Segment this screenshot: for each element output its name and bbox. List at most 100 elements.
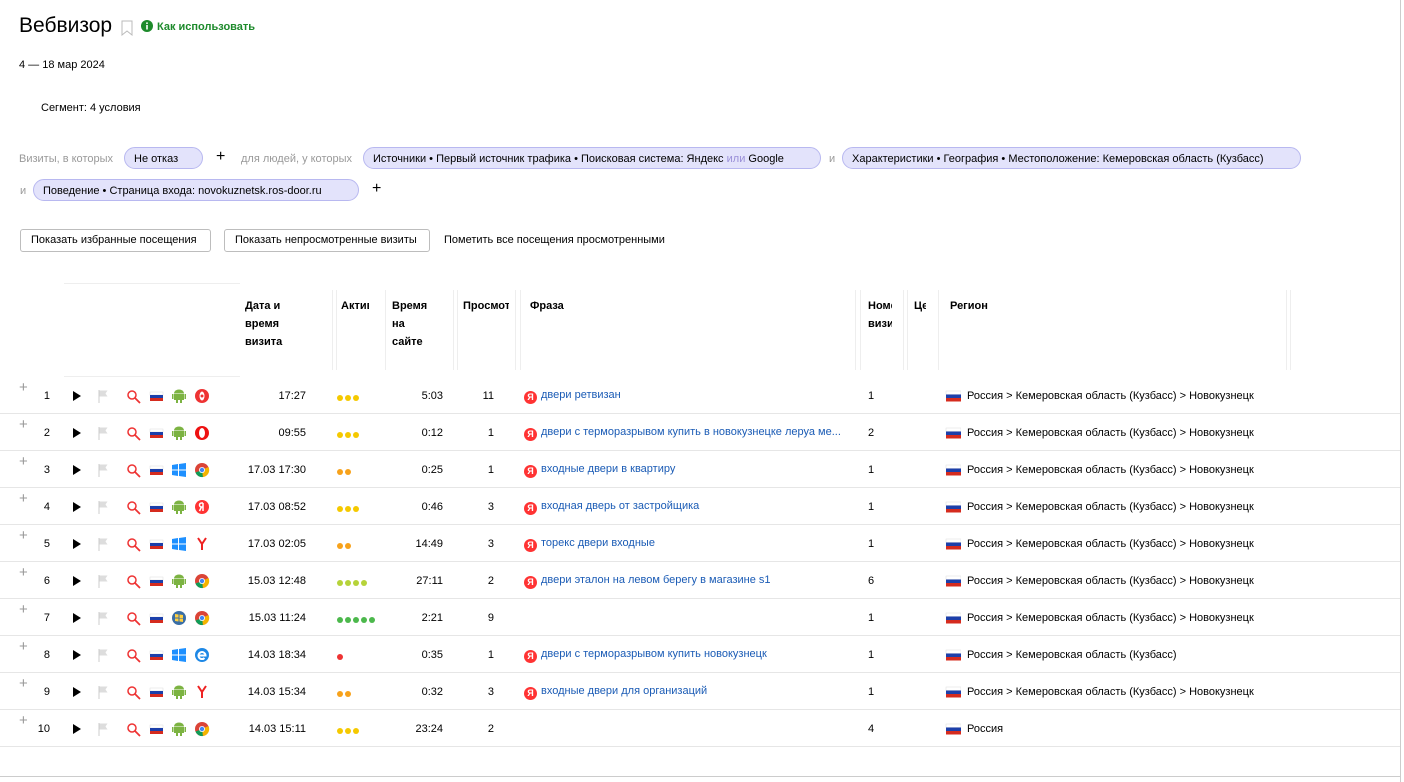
flag-button[interactable] (96, 536, 112, 552)
time-on-site: 0:25 (421, 464, 443, 476)
add-button[interactable]: + (372, 180, 382, 197)
play-button[interactable] (70, 499, 86, 515)
country-flag (149, 647, 165, 663)
phrase-text[interactable]: входные двери в квартиру (541, 463, 676, 475)
flag-button[interactable] (96, 647, 112, 663)
expand-button[interactable]: + (19, 379, 28, 396)
flag-button[interactable] (96, 462, 112, 478)
play-button[interactable] (70, 388, 86, 404)
period[interactable]: 4 — 18 мар 2024 (19, 59, 105, 71)
unviewed-button[interactable]: Показать непросмотренные визиты (224, 229, 430, 252)
country-flag (149, 721, 165, 737)
phrase-text[interactable]: двери с терморазрывом купить в новокузне… (541, 426, 841, 438)
play-button[interactable] (70, 536, 86, 552)
visit-number: 1 (868, 464, 875, 476)
browser-icon (194, 425, 210, 441)
row-separator (0, 487, 1400, 488)
visit-number: 1 (868, 538, 875, 550)
row-number: 7 (43, 612, 50, 624)
help-link[interactable]: Как использовать (157, 21, 256, 33)
expand-button[interactable]: + (19, 712, 28, 729)
expand-button[interactable]: + (19, 675, 28, 692)
column-header: Фраза (530, 300, 564, 312)
flag-button[interactable] (96, 499, 112, 515)
phrase-text[interactable]: двери эталон на левом берегу в магазине … (541, 574, 771, 586)
search-icon (126, 685, 142, 701)
favorites-button[interactable]: Показать избранные посещения (20, 229, 211, 252)
expand-button[interactable]: + (19, 527, 28, 544)
play-button[interactable] (70, 573, 86, 589)
row-number: 1 (43, 390, 50, 402)
expand-button[interactable]: + (19, 601, 28, 618)
column-separator (907, 290, 908, 370)
country-flag (149, 388, 165, 404)
header-line (64, 283, 240, 284)
or-word: или (726, 153, 746, 165)
expand-button[interactable]: + (19, 453, 28, 470)
flag-button[interactable] (96, 684, 112, 700)
phrase-text[interactable]: входные двери для организаций (541, 685, 708, 697)
column-separator (457, 290, 458, 370)
browser-icon (194, 536, 210, 552)
play-button[interactable] (70, 684, 86, 700)
time-on-site: 0:32 (421, 686, 443, 698)
and-word: и (829, 153, 836, 165)
activity-dot (337, 728, 343, 734)
os-icon (171, 684, 187, 700)
expand-button[interactable]: + (19, 490, 28, 507)
filter-chip[interactable]: Характеристики • География • Местоположе… (842, 147, 1301, 169)
visit-datetime: 17.03 17:30 (247, 464, 306, 476)
expand-button[interactable]: + (19, 564, 28, 581)
activity-dot (353, 617, 359, 623)
bookmark-icon[interactable] (121, 20, 133, 36)
country-flag (149, 536, 165, 552)
phrase-text[interactable]: двери с терморазрывом купить новокузнецк (541, 648, 767, 660)
country-flag (149, 684, 165, 700)
play-button[interactable] (70, 462, 86, 478)
flag-button[interactable] (96, 388, 112, 404)
mark-all-link[interactable]: Пометить все посещения просмотренными (444, 234, 665, 246)
column-separator (453, 290, 454, 370)
search-icon (126, 537, 142, 553)
column-separator (1290, 290, 1291, 370)
time-on-site: 0:46 (421, 501, 443, 513)
visit-datetime: 17.03 02:05 (247, 538, 306, 550)
flag-button[interactable] (96, 721, 112, 737)
row-number: 9 (43, 686, 50, 698)
row-number: 3 (43, 464, 50, 476)
activity-dot (353, 395, 359, 401)
flag-button[interactable] (96, 610, 112, 626)
flag-button[interactable] (96, 573, 112, 589)
filter-chip[interactable]: Не отказ (124, 147, 203, 169)
add-button[interactable]: + (216, 148, 226, 165)
activity-dot (337, 506, 343, 512)
activity-dot (345, 728, 351, 734)
phrase-text[interactable]: двери ретвизан (541, 389, 621, 401)
expand-button[interactable]: + (19, 416, 28, 433)
column-separator (1286, 290, 1287, 370)
play-button[interactable] (70, 425, 86, 441)
segment[interactable]: Сегмент: 4 условия (41, 102, 141, 114)
expand-button[interactable]: + (19, 638, 28, 655)
phrase-text[interactable]: входная дверь от застройщика (541, 500, 700, 512)
phrase-text[interactable]: торекс двери входные (541, 537, 655, 549)
search-icon (126, 611, 142, 627)
region-flag (945, 536, 962, 552)
flag-button[interactable] (96, 425, 112, 441)
activity-dot (361, 617, 367, 623)
activity-dot (353, 506, 359, 512)
filter-chip[interactable]: Поведение • Страница входа: novokuznetsk… (33, 179, 359, 201)
play-button[interactable] (70, 721, 86, 737)
play-button[interactable] (70, 610, 86, 626)
play-button[interactable] (70, 647, 86, 663)
filter-chip[interactable]: Источники • Первый источник трафика • По… (363, 147, 821, 169)
